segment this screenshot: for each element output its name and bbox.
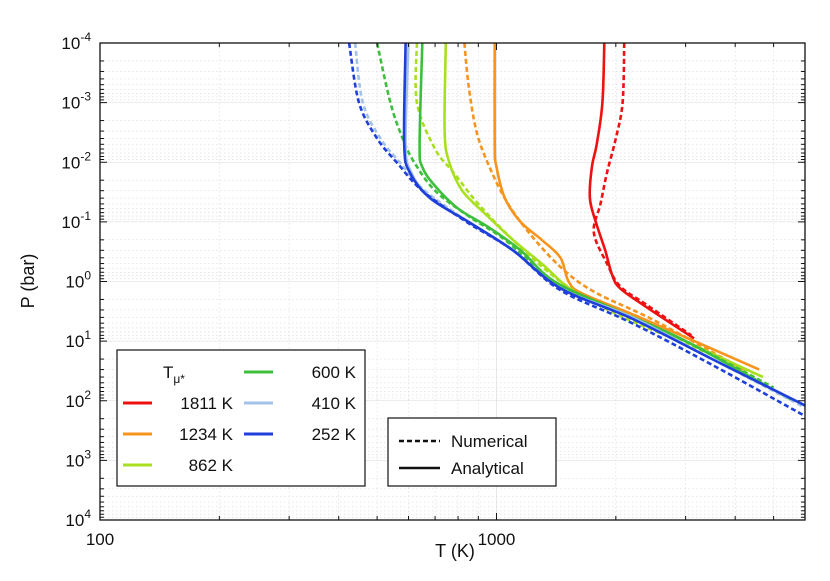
x-axis-label: T (K) <box>435 541 475 561</box>
style-label: Numerical <box>451 432 528 451</box>
legend-line-style: Numerical Analytical <box>387 417 557 487</box>
series-600-k-analytical <box>418 43 794 402</box>
legend-entries: 1811 K 1234 K 862 K 600 K 410 K 252 K <box>123 363 357 475</box>
legend-title: Tμ* <box>163 363 185 386</box>
legend-label: 600 K <box>312 363 357 382</box>
y-tick-label: 101 <box>65 328 91 351</box>
plot-curves <box>347 43 805 418</box>
axis-ticks: 100 1000 10-4 10-3 10-2 10-1 100 101 102 103 104 <box>61 30 806 549</box>
legend-label: 862 K <box>189 456 234 475</box>
y-tick-label: 104 <box>65 507 91 530</box>
legend-label: 1811 K <box>180 394 233 413</box>
series-1234-k-numerical <box>463 43 745 371</box>
legend-label: 410 K <box>312 394 357 413</box>
y-tick-label: 100 <box>65 269 91 292</box>
y-tick-label: 10-3 <box>61 90 91 113</box>
series-1811-k-analytical <box>588 43 695 340</box>
y-tick-label: 10-4 <box>61 30 91 53</box>
series-1234-k-analytical <box>493 43 760 371</box>
style-label: Analytical <box>451 459 524 478</box>
y-tick-label: 10-2 <box>61 149 91 172</box>
y-tick-label: 102 <box>65 388 91 411</box>
series-252-k-analytical <box>402 43 805 407</box>
x-tick-label: 1000 <box>478 530 516 549</box>
y-tick-label: 10-1 <box>61 209 91 232</box>
x-tick-label: 100 <box>86 530 114 549</box>
legend-temperature: Tμ* 1811 K 1234 K 862 K 600 K 410 K 252 K <box>116 349 366 487</box>
series-252-k-numerical <box>347 43 805 418</box>
y-tick-label: 103 <box>65 447 91 470</box>
legend-label: 252 K <box>312 425 357 444</box>
y-axis-label: P (bar) <box>18 254 38 309</box>
legend-label: 1234 K <box>179 425 234 444</box>
style-entries: Numerical Analytical <box>399 432 528 478</box>
